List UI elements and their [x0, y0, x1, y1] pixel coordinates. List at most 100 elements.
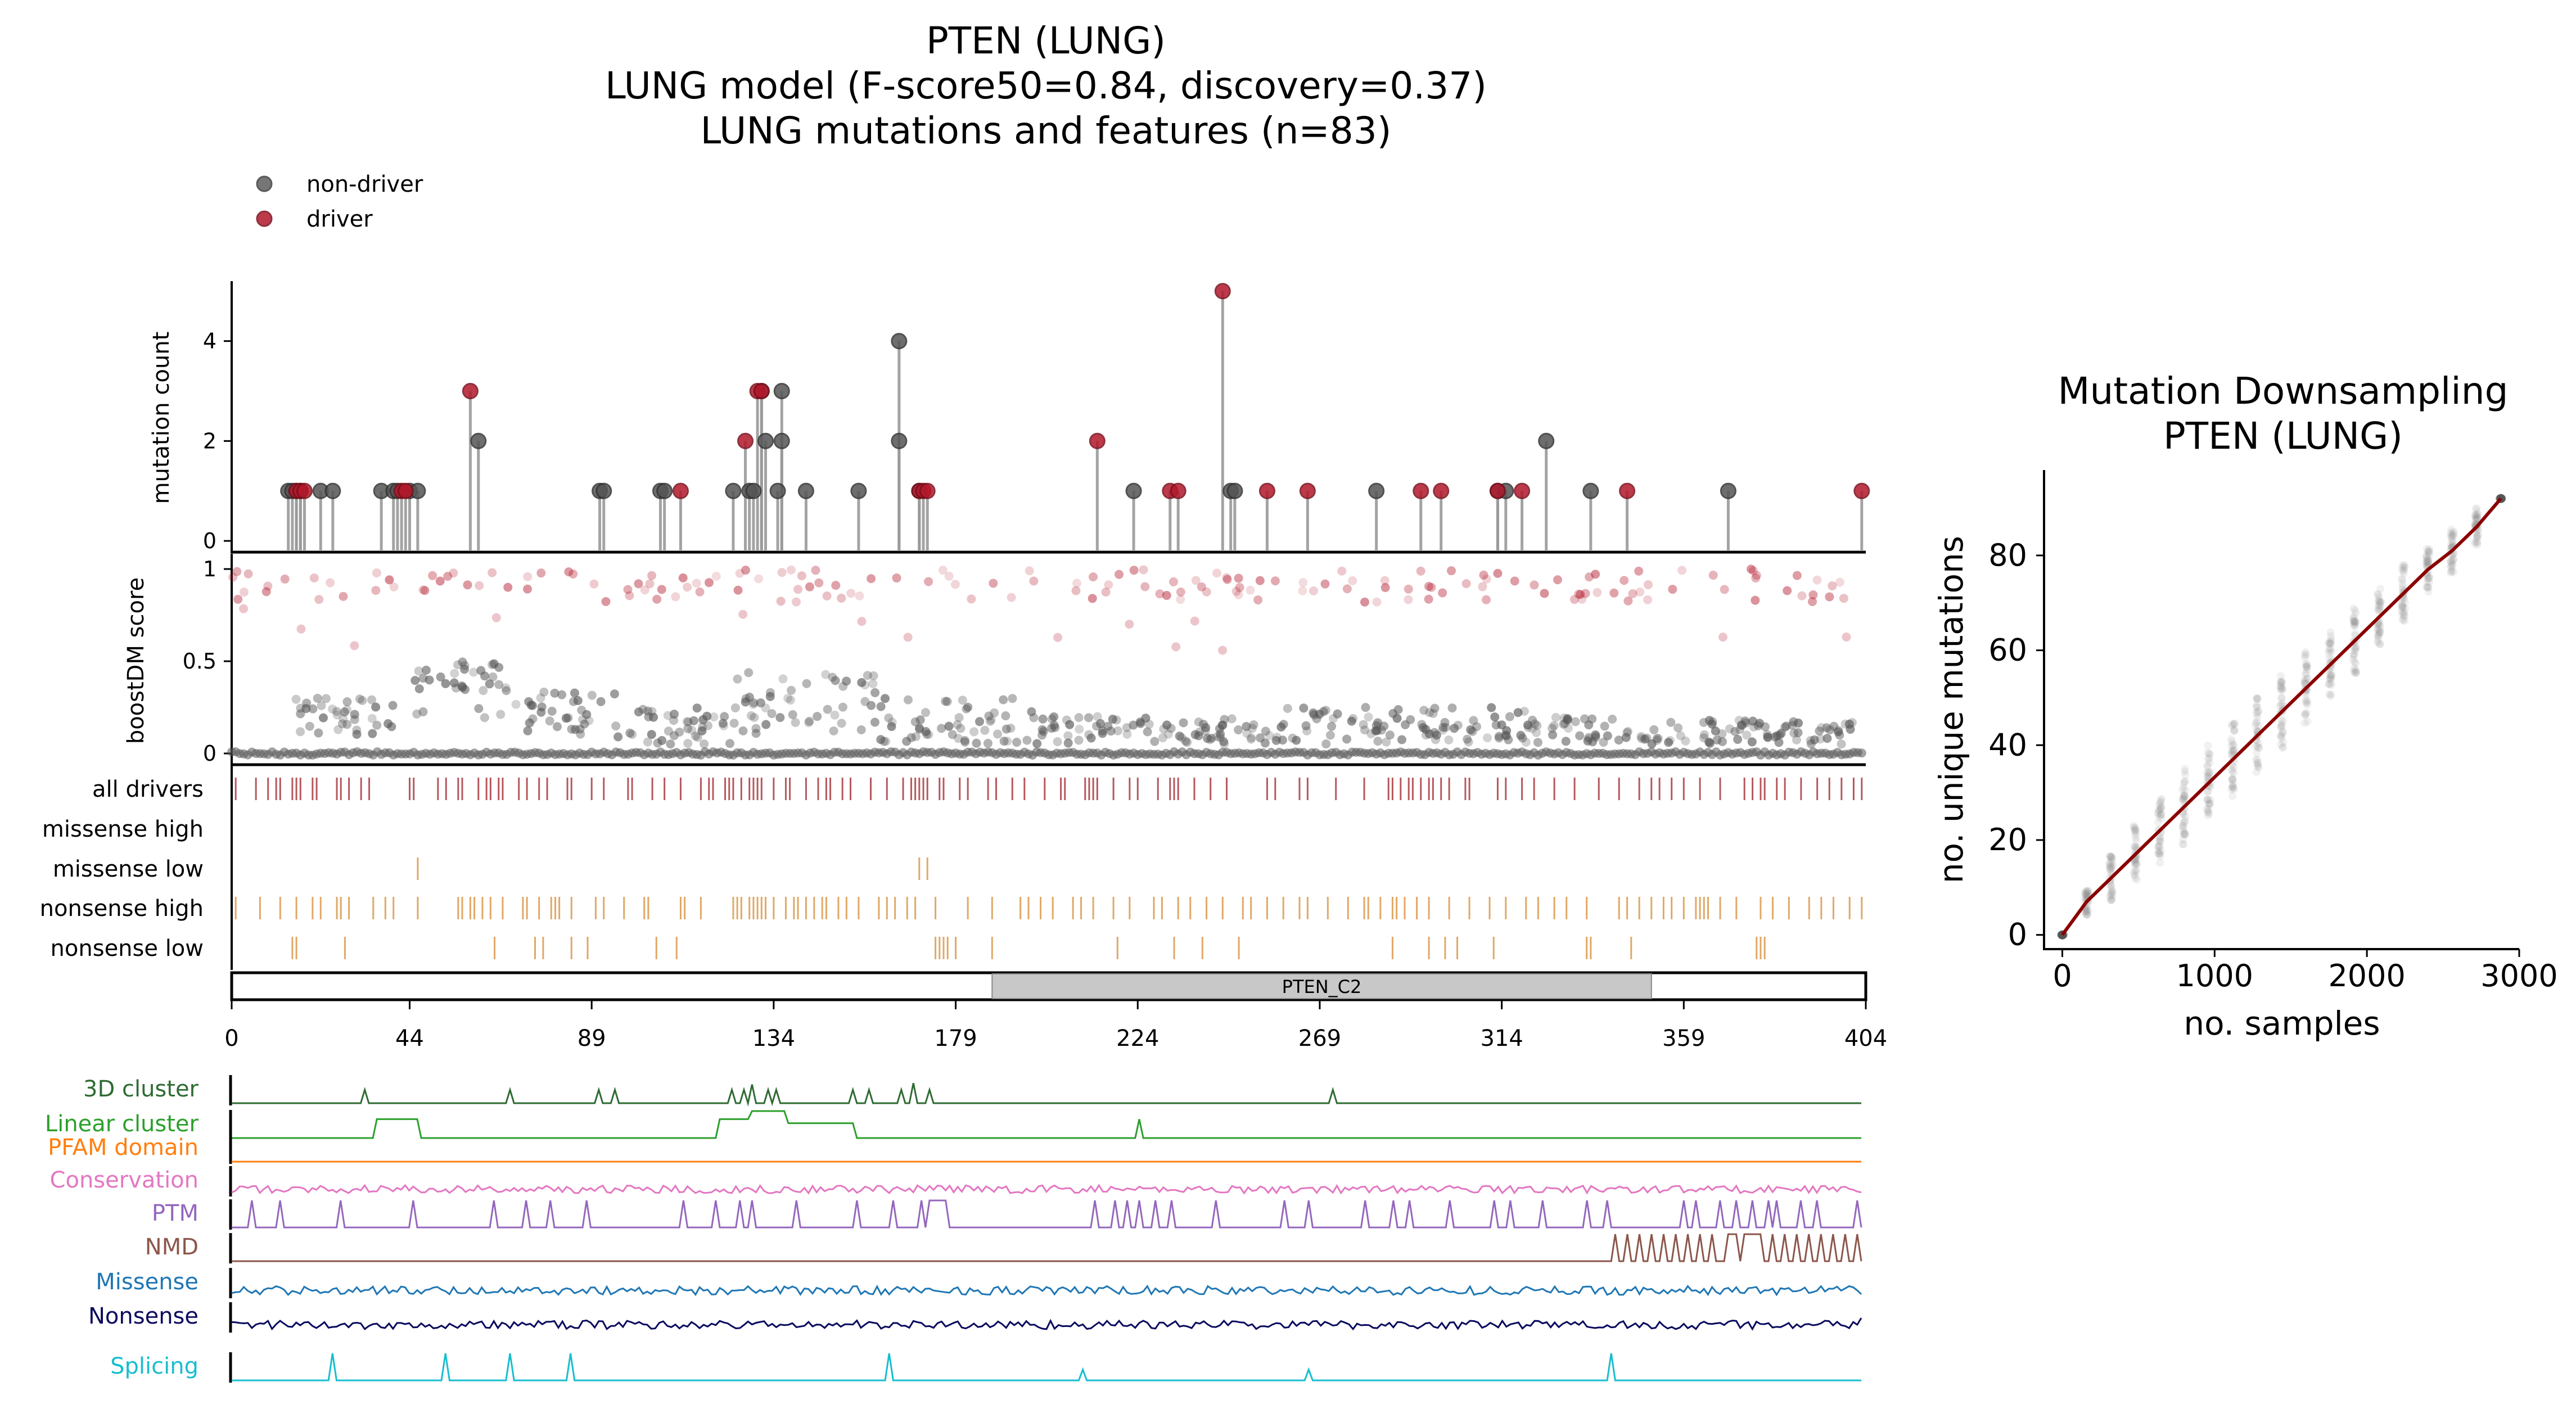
downsample-point [2351, 619, 2359, 627]
downsample-point [2352, 659, 2360, 667]
downsample-point [2300, 677, 2309, 685]
domain-label: PTEN_C2 [1282, 976, 1362, 997]
downsample-point [2277, 723, 2286, 731]
downsample-point [2424, 558, 2433, 566]
downsample-point [2228, 775, 2237, 784]
score-point [958, 696, 967, 705]
downsample-point [2131, 874, 2140, 882]
score-point [1372, 721, 1381, 730]
score-point [476, 666, 486, 675]
driver-score-point [1253, 595, 1263, 604]
downsample-point [2105, 860, 2114, 868]
driver-score-point [326, 578, 335, 588]
driver-score-point [671, 592, 680, 602]
downsample-point [2448, 557, 2457, 565]
downsample-point [2252, 768, 2261, 777]
downsample-point [2230, 747, 2238, 755]
downsample-point [2279, 744, 2287, 752]
score-point [1623, 726, 1633, 736]
score-point [1299, 703, 1309, 713]
score-point [1327, 721, 1336, 731]
driver-head [919, 482, 936, 499]
score-point [469, 667, 479, 677]
downsample-point [2178, 835, 2187, 843]
score-point [1113, 726, 1122, 735]
downsample-point [2447, 532, 2455, 540]
downsample-point [2083, 907, 2092, 915]
score-point [1652, 734, 1662, 743]
downsample-point [2156, 834, 2164, 843]
score-point [296, 727, 305, 737]
downsample-point [2349, 614, 2358, 622]
score-point [1098, 729, 1107, 738]
driver-score-point [855, 591, 864, 601]
downsample-point [2105, 859, 2114, 868]
downsample-point [2375, 597, 2384, 606]
score-point [1301, 721, 1311, 730]
downsample-point [2352, 643, 2360, 652]
score-point [1063, 731, 1073, 741]
downsample-point [2131, 823, 2139, 832]
non-driver-head [324, 482, 341, 499]
downsample-point [2156, 852, 2164, 861]
score-point [321, 694, 331, 703]
score-point [750, 712, 759, 722]
score-point [700, 739, 709, 749]
driver-score-point [1792, 571, 1802, 580]
downsample-point [2180, 791, 2188, 799]
score-point [459, 665, 469, 674]
downsample-point [2447, 530, 2456, 539]
downsample-point [2376, 598, 2384, 606]
downsample-point [2398, 610, 2406, 619]
score-point [802, 679, 811, 688]
driver-score-point [1320, 579, 1330, 589]
downsample-point [2278, 699, 2286, 707]
downsample-point [2277, 694, 2286, 702]
downsample-point [2276, 732, 2285, 740]
downsample-point [2398, 607, 2406, 615]
downsample-point [2130, 823, 2138, 832]
downsample-point [2302, 698, 2311, 706]
downsample-point [2474, 531, 2482, 540]
downsample-point [2131, 827, 2139, 835]
downsample-point [2424, 559, 2432, 567]
score-point [876, 702, 886, 711]
score-point [1199, 719, 1208, 729]
track-label-missense-low: missense low [53, 856, 204, 882]
driver-score-point [589, 579, 599, 589]
score-point [1466, 725, 1476, 734]
score-point [1468, 726, 1477, 736]
score-point [1003, 737, 1012, 746]
driver-score-point [1218, 645, 1228, 655]
driver-score-point [1381, 583, 1390, 592]
score-point [653, 738, 662, 748]
downsample-point [2206, 796, 2214, 804]
downsample-point [2157, 794, 2166, 803]
driver-head [1413, 482, 1429, 499]
downsample-point [2156, 836, 2164, 844]
score-point [453, 660, 463, 670]
score-point [1215, 724, 1224, 734]
downsample-point [2132, 826, 2140, 834]
downsample-point [2447, 562, 2455, 570]
score-point [1049, 712, 1059, 721]
downsample-point [2351, 619, 2360, 627]
x-tick-label: 89 [578, 1026, 606, 1051]
score-point [450, 669, 459, 678]
downsample-point [2398, 583, 2407, 591]
score-point [1194, 717, 1203, 727]
driver-score-point [735, 568, 745, 578]
score-point [830, 710, 840, 720]
score-point [1361, 703, 1370, 712]
driver-score-point [805, 582, 814, 592]
driver-score-point [1235, 583, 1244, 592]
downsample-point [2448, 560, 2457, 568]
score-point [1424, 729, 1434, 739]
driver-score-point [754, 574, 764, 584]
downsample-point [2303, 661, 2311, 669]
score-point [580, 719, 589, 729]
downsample-point [2133, 860, 2141, 869]
score-point [993, 729, 1003, 739]
score-point [1523, 720, 1533, 730]
non-driver-head [891, 432, 908, 449]
